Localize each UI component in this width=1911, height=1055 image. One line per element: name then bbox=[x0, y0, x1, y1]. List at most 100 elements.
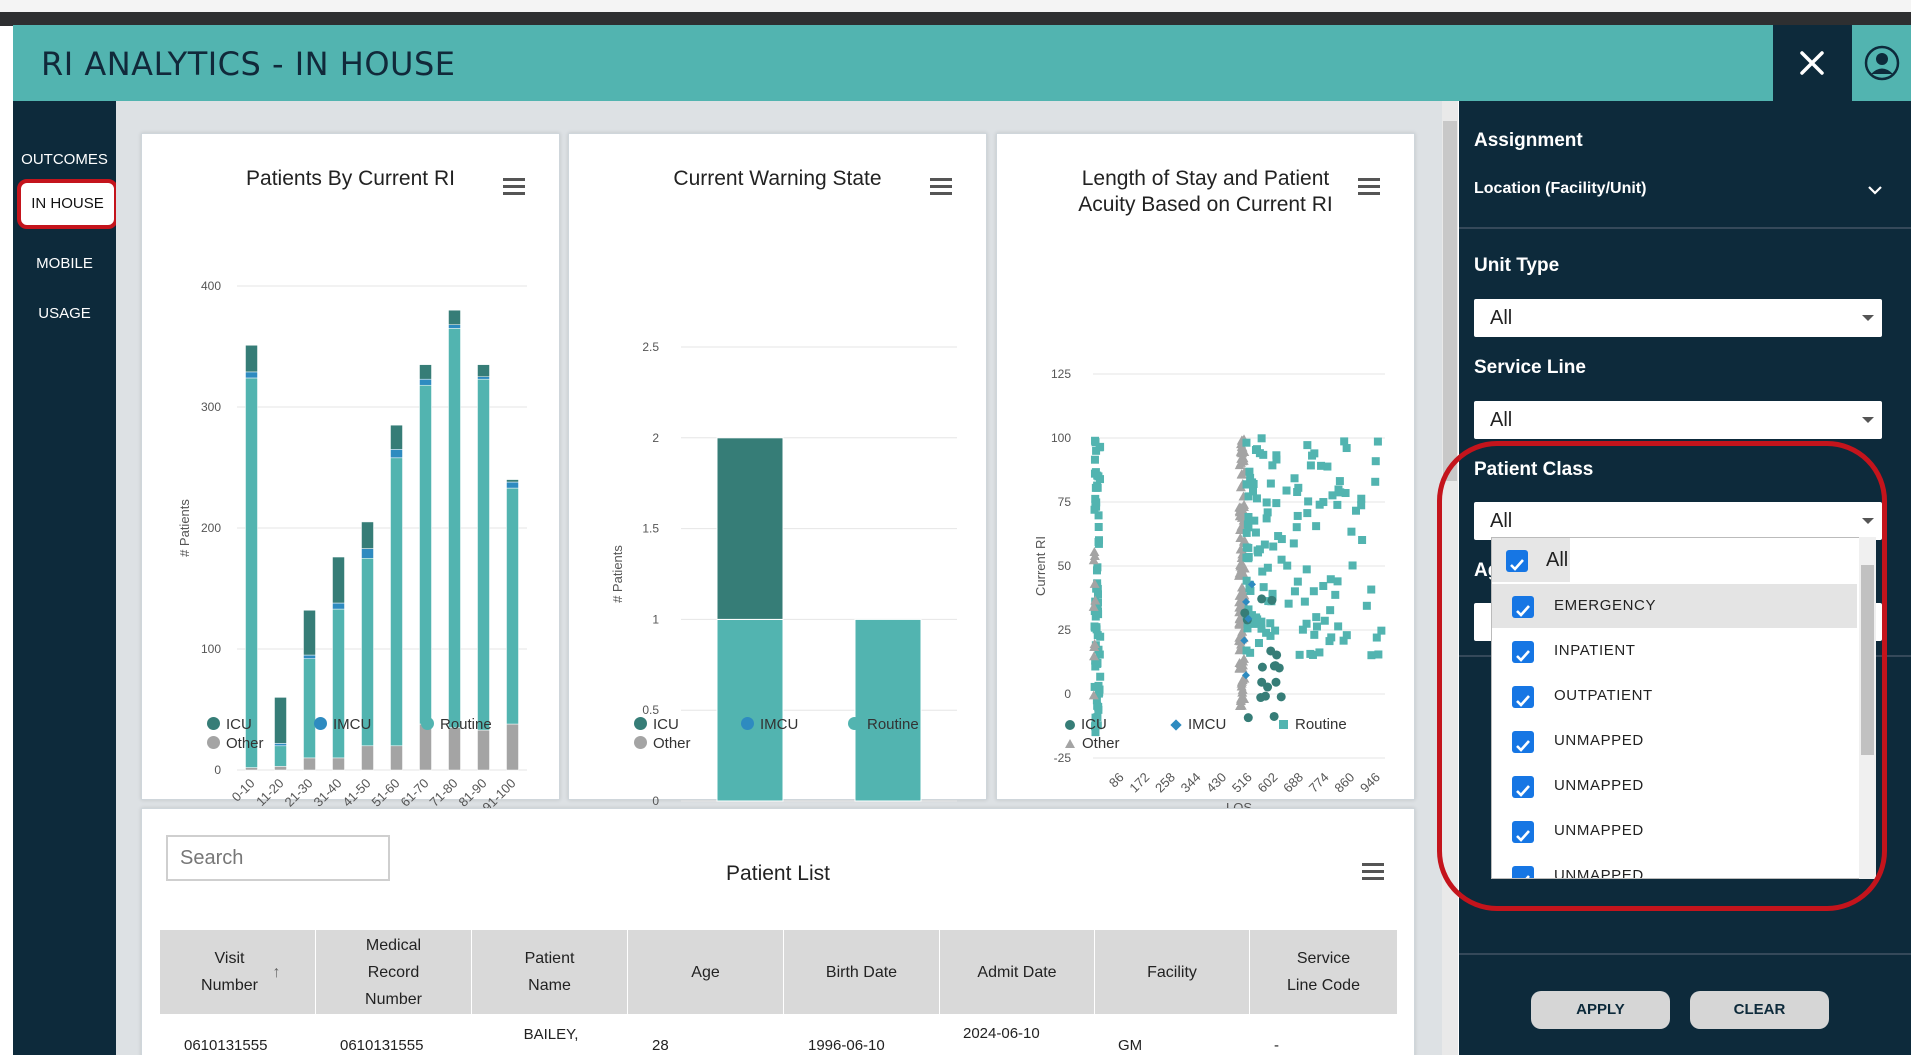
point-imcu bbox=[1241, 671, 1250, 680]
chart-card-warning-state: Current Warning State 0 0.5 1 1.5 2 2.5 # Pati… bbox=[568, 133, 987, 828]
y-tick-label: 75 bbox=[1058, 495, 1072, 509]
point-routine bbox=[1244, 543, 1253, 552]
point-routine bbox=[1242, 438, 1251, 447]
point-other bbox=[1234, 590, 1245, 600]
bar-segment bbox=[332, 556, 345, 604]
y-tick-label: 300 bbox=[201, 400, 221, 414]
point-routine bbox=[1259, 583, 1268, 592]
bar-segment bbox=[245, 377, 258, 768]
unit-type-select[interactable]: All bbox=[1474, 299, 1882, 337]
patient-class-label: Patient Class bbox=[1474, 459, 1594, 480]
checkbox-checked-icon bbox=[1512, 866, 1534, 878]
legend-routine[interactable]: Routine bbox=[1279, 716, 1347, 733]
legend-imcu[interactable]: IMCU bbox=[314, 716, 371, 733]
bar-segment bbox=[419, 364, 432, 380]
y-tick-label: 125 bbox=[1051, 367, 1071, 381]
dropdown-option[interactable]: UNMAPPED bbox=[1492, 719, 1857, 763]
highlight-ring bbox=[1437, 441, 1887, 911]
point-other bbox=[1238, 536, 1249, 546]
x-tick-label: 774 bbox=[1306, 770, 1332, 796]
point-other bbox=[1235, 482, 1246, 492]
apply-button[interactable]: APPLY bbox=[1531, 991, 1670, 1029]
col-birth-date[interactable]: Birth Date bbox=[784, 930, 940, 1014]
point-routine bbox=[1262, 514, 1271, 523]
legend-routine[interactable]: Routine bbox=[421, 716, 492, 733]
legend-other[interactable]: Other bbox=[207, 735, 264, 752]
dropdown-scrollbar[interactable] bbox=[1859, 537, 1876, 879]
point-routine bbox=[1243, 624, 1252, 633]
y-tick-label: -25 bbox=[1054, 751, 1072, 765]
point-routine bbox=[1317, 461, 1326, 470]
point-routine bbox=[1094, 472, 1103, 481]
col-admit-date[interactable]: Admit Date bbox=[940, 930, 1095, 1014]
nav-in-house[interactable]: IN HOUSE bbox=[17, 179, 118, 229]
nav-outcomes[interactable]: OUTCOMES bbox=[21, 151, 108, 168]
point-routine bbox=[1244, 605, 1253, 614]
dropdown-option[interactable]: UNMAPPED bbox=[1492, 854, 1857, 878]
user-button[interactable] bbox=[1850, 25, 1911, 101]
table-menu-button[interactable] bbox=[1362, 863, 1384, 880]
legend-icu[interactable]: ICU bbox=[634, 716, 679, 733]
chart-menu-button[interactable] bbox=[1358, 178, 1380, 195]
dropdown-option[interactable]: EMERGENCY bbox=[1492, 584, 1857, 628]
point-routine bbox=[1257, 624, 1266, 633]
point-other bbox=[1237, 456, 1248, 466]
chart-title-line2: Acuity Based on Current RI bbox=[1078, 193, 1333, 216]
point-routine bbox=[1335, 477, 1344, 486]
patient-class-select[interactable]: All bbox=[1474, 502, 1882, 540]
legend-other[interactable]: Other bbox=[634, 735, 691, 752]
bar-segment bbox=[390, 449, 403, 459]
dropdown-option-all[interactable]: All bbox=[1492, 538, 1857, 582]
point-routine bbox=[1246, 586, 1255, 595]
close-icon bbox=[1799, 51, 1824, 75]
patient-search-input[interactable]: Search bbox=[166, 835, 390, 881]
dropdown-option[interactable]: UNMAPPED bbox=[1492, 764, 1857, 808]
user-avatar-icon bbox=[1864, 45, 1899, 81]
location-filter[interactable]: Location (Facility/Unit) bbox=[1474, 180, 1894, 198]
col-facility[interactable]: Facility bbox=[1095, 930, 1250, 1014]
col-visit-number[interactable]: Visit Number ↑ bbox=[160, 930, 316, 1014]
y-tick-label: 50 bbox=[1058, 559, 1072, 573]
point-routine bbox=[1094, 522, 1103, 531]
clear-button[interactable]: CLEAR bbox=[1690, 991, 1829, 1029]
point-routine bbox=[1326, 606, 1335, 615]
point-routine bbox=[1253, 615, 1262, 624]
legend-routine[interactable]: Routine bbox=[848, 716, 919, 733]
point-icu bbox=[1240, 608, 1250, 618]
col-mrn[interactable]: Medical Record Number bbox=[316, 930, 472, 1014]
legend-imcu[interactable]: IMCU bbox=[1170, 716, 1226, 733]
table-row[interactable]: 0610131555 0610131555 BAILEY, 28 1996-06… bbox=[160, 1014, 1397, 1055]
col-service-line-code[interactable]: Service Line Code bbox=[1287, 950, 1360, 994]
y-axis-label: Current RI bbox=[1033, 536, 1048, 596]
dropdown-option[interactable]: OUTPATIENT bbox=[1492, 674, 1857, 718]
point-routine bbox=[1090, 455, 1099, 464]
nav-mobile[interactable]: MOBILE bbox=[36, 255, 93, 272]
x-tick-label: 516 bbox=[1229, 770, 1255, 796]
legend-icu[interactable]: ICU bbox=[1065, 716, 1107, 733]
bar-segment bbox=[716, 618, 784, 802]
point-other bbox=[1237, 684, 1248, 694]
dropdown-option[interactable]: INPATIENT bbox=[1492, 629, 1857, 673]
x-tick-label: 344 bbox=[1178, 770, 1204, 796]
chart-menu-button[interactable] bbox=[930, 178, 952, 195]
dropdown-option[interactable]: UNMAPPED bbox=[1492, 809, 1857, 853]
point-routine bbox=[1310, 449, 1319, 458]
legend-imcu[interactable]: IMCU bbox=[741, 716, 798, 733]
legend-other[interactable]: Other bbox=[1065, 735, 1120, 752]
service-line-select[interactable]: All bbox=[1474, 401, 1882, 439]
close-button[interactable] bbox=[1773, 25, 1850, 101]
legend-icu[interactable]: ICU bbox=[207, 716, 252, 733]
checkbox-checked-icon bbox=[1512, 776, 1534, 798]
point-routine bbox=[1309, 587, 1318, 596]
col-patient-name[interactable]: Patient Name bbox=[472, 930, 628, 1014]
bar-segment bbox=[448, 324, 461, 329]
point-routine bbox=[1263, 508, 1272, 517]
x-tick-label: 860 bbox=[1331, 770, 1357, 796]
col-age[interactable]: Age bbox=[628, 930, 784, 1014]
point-routine bbox=[1328, 491, 1337, 500]
point-routine bbox=[1319, 581, 1328, 590]
nav-usage[interactable]: USAGE bbox=[38, 305, 91, 322]
main-scrollbar[interactable] bbox=[1442, 101, 1458, 1055]
chart-menu-button[interactable] bbox=[503, 178, 525, 195]
point-routine bbox=[1298, 625, 1307, 634]
